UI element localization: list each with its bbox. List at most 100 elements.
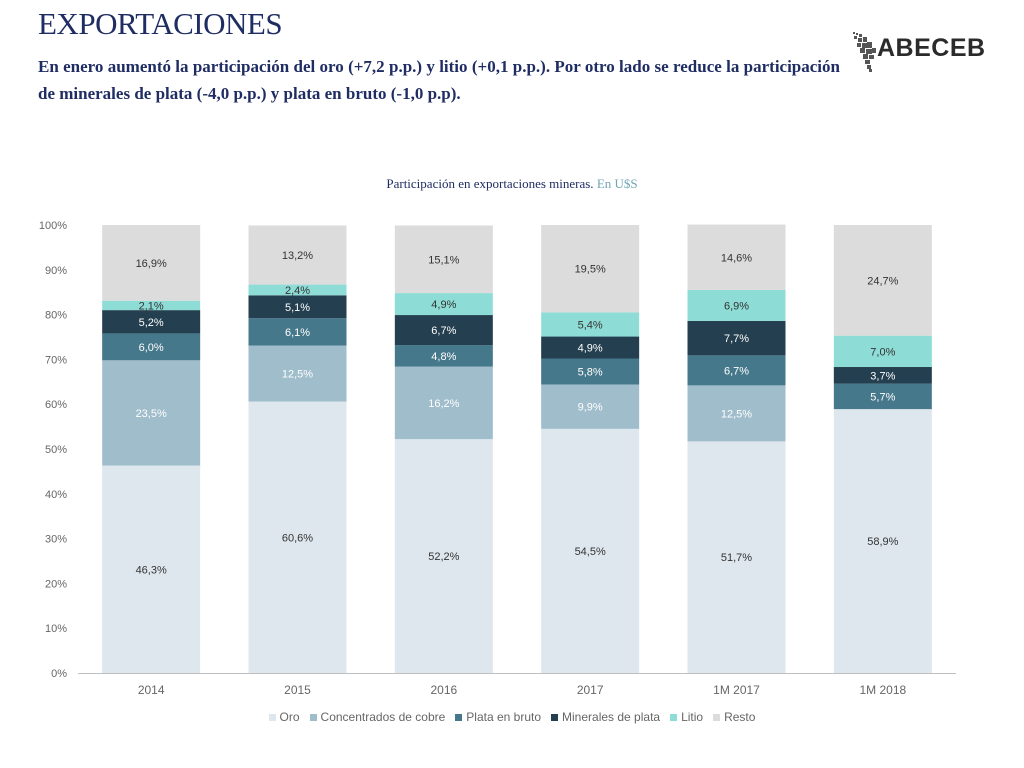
data-label: 7,7%: [724, 333, 749, 345]
data-label: 15,1%: [428, 254, 459, 266]
page-title: EXPORTACIONES: [38, 6, 283, 41]
bar-segment: [102, 333, 201, 361]
bar-segment: [833, 383, 932, 410]
bar-segment: [102, 465, 201, 673]
data-label: 12,5%: [282, 369, 313, 381]
bar-segment: [541, 428, 640, 673]
data-label: 3,7%: [870, 370, 895, 382]
bar-segment: [248, 401, 347, 673]
data-label: 14,6%: [721, 252, 752, 264]
bar-segment: [248, 345, 347, 402]
bar-segment: [102, 360, 201, 466]
y-tick-label: 60%: [45, 399, 67, 411]
bar-segment: [833, 335, 932, 368]
bar-segment: [248, 318, 347, 346]
data-label: 2,1%: [139, 300, 164, 312]
data-label: 5,7%: [870, 391, 895, 403]
page-subtitle: En enero aumentó la participación del or…: [38, 57, 840, 103]
bar-segment: [541, 336, 640, 359]
data-label: 13,2%: [282, 250, 313, 262]
chart-title-unit: En U$S: [596, 176, 638, 191]
data-label: 16,9%: [136, 258, 167, 270]
data-label: 2,4%: [285, 285, 310, 297]
bar-segment: [102, 225, 201, 301]
bar-segment: [687, 289, 786, 321]
bar-segment: [394, 439, 493, 673]
legend-label: Litio: [681, 710, 704, 724]
bar-segment: [394, 345, 493, 367]
y-tick-label: 20%: [45, 578, 67, 590]
data-label: 4,9%: [431, 299, 456, 311]
y-tick-label: 0%: [51, 668, 67, 680]
data-label: 52,2%: [428, 551, 459, 563]
bar-segment: [248, 295, 347, 319]
logo-text: ABECEB: [877, 34, 986, 62]
bar-segment: [394, 315, 493, 346]
data-label: 5,2%: [139, 317, 164, 329]
chart-title: Participación en exportaciones mineras. …: [0, 176, 1024, 192]
y-tick-label: 30%: [45, 534, 67, 546]
x-tick-label: 2016: [430, 683, 457, 697]
x-tick-label: 2014: [138, 683, 165, 697]
bar-segment: [394, 366, 493, 440]
bar-segment: [833, 225, 932, 336]
x-tick-label: 1M 2018: [859, 683, 906, 697]
data-label: 5,1%: [285, 302, 310, 314]
x-tick-label: 1M 2017: [713, 683, 760, 697]
data-label: 6,1%: [285, 327, 310, 339]
bar-segment: [687, 320, 786, 356]
legend-item: Concentrados de cobre: [309, 710, 446, 724]
chart-legend: Oro Concentrados de cobre Plata en bruto Mi…: [0, 710, 1024, 724]
data-label: 6,7%: [431, 325, 456, 337]
legend-item: Resto: [713, 710, 755, 724]
data-label: 4,8%: [431, 351, 456, 363]
data-label: 24,7%: [867, 275, 898, 287]
legend-label: Resto: [724, 710, 756, 724]
data-label: 51,7%: [721, 552, 752, 564]
data-label: 9,9%: [578, 402, 603, 414]
bar-segment: [102, 310, 201, 334]
legend-label: Minerales de plata: [562, 710, 661, 724]
data-label: 19,5%: [575, 264, 606, 276]
legend-item: Litio: [670, 710, 703, 724]
bar-segment: [102, 300, 201, 311]
legend-swatch: [670, 713, 678, 721]
y-tick-label: 50%: [45, 444, 67, 456]
y-tick-label: 10%: [45, 623, 67, 635]
bar-segment: [541, 358, 640, 385]
legend-item: Oro: [268, 710, 300, 724]
data-label: 12,5%: [721, 408, 752, 420]
data-label: 58,9%: [867, 536, 898, 548]
legend-item: Minerales de plata: [551, 710, 660, 724]
legend-swatch: [713, 713, 721, 721]
bar-segment: [248, 225, 347, 285]
legend-label: Concentrados de cobre: [320, 710, 446, 724]
data-label: 7,0%: [870, 346, 895, 358]
bar-segment: [687, 355, 786, 386]
bar-segment: [833, 409, 932, 673]
data-label: 4,9%: [578, 343, 603, 355]
bar-segment: [687, 385, 786, 442]
data-label: 46,3%: [136, 564, 167, 576]
data-label: 54,5%: [575, 546, 606, 558]
data-label: 6,7%: [724, 365, 749, 377]
x-tick-label: 2015: [284, 683, 311, 697]
data-label: 16,2%: [428, 398, 459, 410]
bar-segment: [541, 384, 640, 429]
y-tick-label: 80%: [45, 310, 67, 322]
data-label: 6,9%: [724, 300, 749, 312]
bar-segment: [833, 367, 932, 384]
bar-segment: [541, 225, 640, 313]
legend-swatch: [455, 713, 463, 721]
bar-segment: [687, 441, 786, 673]
y-tick-label: 90%: [45, 265, 67, 277]
bar-segment: [687, 224, 786, 290]
map-logo-icon: [853, 32, 876, 72]
data-label: 5,4%: [578, 319, 603, 331]
chart-title-main: Participación en exportaciones mineras.: [386, 176, 594, 191]
bar-segment: [248, 284, 347, 296]
legend-item: Plata en bruto: [455, 710, 541, 724]
legend-label: Oro: [279, 710, 300, 724]
legend-swatch: [309, 713, 317, 721]
